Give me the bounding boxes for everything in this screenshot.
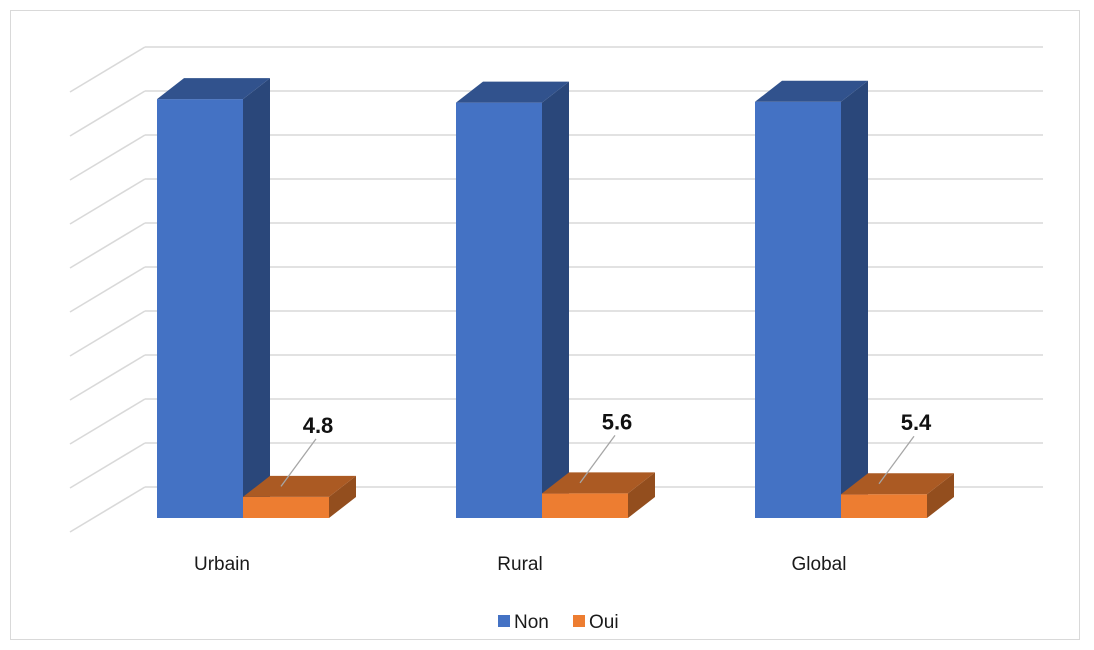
bar-front-non-rural (456, 102, 542, 518)
category-label-global: Global (792, 554, 847, 575)
category-axis: Urbain Rural Global (194, 554, 846, 575)
bars (157, 78, 954, 519)
bar-top-non-urbain (157, 78, 270, 100)
gridline-side-2 (69, 398, 146, 445)
bar-side-oui-urbain (329, 475, 356, 518)
data-label-oui-urbain: 4.8 (303, 413, 334, 438)
legend-swatch-oui (573, 615, 585, 627)
bar-top-oui-rural (542, 472, 655, 494)
legend-swatch-non (498, 615, 510, 627)
bar-top-non-rural (456, 81, 569, 103)
legend-label-non: Non (514, 612, 549, 633)
gridline-side-7 (69, 178, 146, 225)
legend: Non Oui (498, 612, 619, 633)
bar-front-oui-urbain (243, 496, 329, 518)
bar-side-oui-global (927, 473, 954, 518)
gridline-side-1 (69, 442, 146, 489)
bar-side-non-urbain (243, 78, 270, 519)
leader-line-global (878, 435, 915, 485)
category-label-rural: Rural (497, 554, 542, 575)
gridline-side-9 (69, 90, 146, 137)
bar-side-oui-rural (628, 472, 655, 518)
bar-front-non-urbain (157, 99, 243, 519)
gridline-side-4 (69, 310, 146, 357)
gridline-side-10 (69, 46, 146, 93)
legend-label-oui: Oui (589, 612, 619, 633)
gridlines (69, 46, 1043, 533)
leader-line-rural (579, 434, 616, 484)
bar-top-non-global (755, 80, 868, 102)
bar-front-non-global (755, 101, 841, 518)
gridline-side-3 (69, 354, 146, 401)
bar-side-non-global (841, 80, 868, 518)
gridline-side-8 (69, 134, 146, 181)
gridline-side-6 (69, 222, 146, 269)
bar-top-oui-global (841, 473, 954, 495)
data-labels: 4.8 5.6 5.4 (280, 409, 932, 487)
bar-front-oui-rural (542, 493, 628, 518)
category-label-urbain: Urbain (194, 554, 250, 575)
bar-side-non-rural (542, 81, 569, 518)
gridline-side-0 (69, 486, 146, 533)
data-label-oui-rural: 5.6 (602, 409, 633, 434)
bar-front-oui-global (841, 494, 927, 518)
data-label-oui-global: 5.4 (901, 410, 932, 435)
leader-line-urbain (280, 438, 317, 487)
gridline-side-5 (69, 266, 146, 313)
bar-top-oui-urbain (243, 475, 356, 497)
